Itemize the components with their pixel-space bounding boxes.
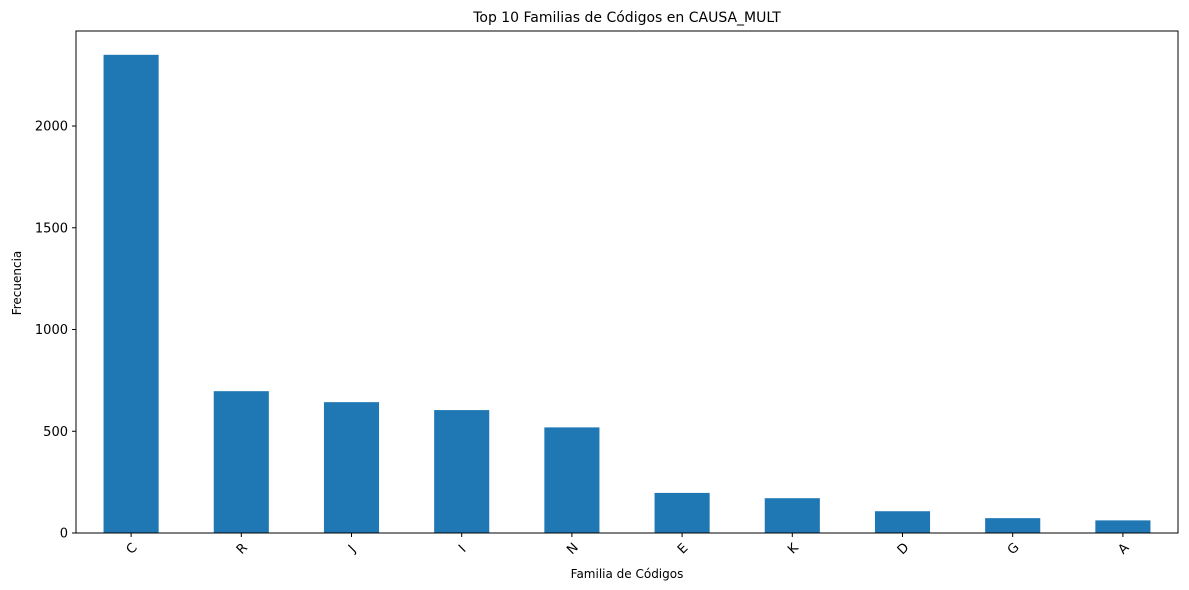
y-tick-label-1500: 1500 xyxy=(35,221,68,236)
chart-title: Top 10 Familias de Códigos en CAUSA_MULT xyxy=(472,10,781,26)
x-axis-label: Familia de Códigos xyxy=(571,567,684,581)
bar-N xyxy=(544,427,600,533)
x-tick-label-D: D xyxy=(895,540,913,558)
plot-frame xyxy=(75,30,1179,534)
bar-D xyxy=(874,511,931,533)
bar-J xyxy=(323,402,380,533)
y-tick-label-500: 500 xyxy=(43,425,68,440)
x-tick-label-K: K xyxy=(785,540,802,557)
x-tick-label-J: J xyxy=(345,542,359,556)
x-tick-label-R: R xyxy=(234,541,251,558)
x-tick-label-I: I xyxy=(456,542,469,555)
bar-R xyxy=(213,391,269,533)
bar-E xyxy=(654,492,710,533)
y-tick-label-0: 0 xyxy=(60,527,68,542)
bar-I xyxy=(434,410,490,533)
x-tick-label-G: G xyxy=(1005,540,1023,558)
y-tick-label-1000: 1000 xyxy=(35,323,68,338)
bar-A xyxy=(1095,520,1151,533)
bar-K xyxy=(764,498,820,533)
bar-G xyxy=(985,518,1041,533)
bar-C xyxy=(103,54,159,534)
plot-area: C R J I N E K D G A 0 500 1000 1500 2000 xyxy=(35,30,1179,558)
x-tick-label-C: C xyxy=(124,541,141,558)
x-tick-label-N: N xyxy=(564,540,581,557)
y-axis-label: Frecuencia xyxy=(10,251,24,316)
x-tick-label-E: E xyxy=(675,541,691,557)
x-tick-label-A: A xyxy=(1116,541,1133,558)
y-tick-label-2000: 2000 xyxy=(35,120,68,135)
